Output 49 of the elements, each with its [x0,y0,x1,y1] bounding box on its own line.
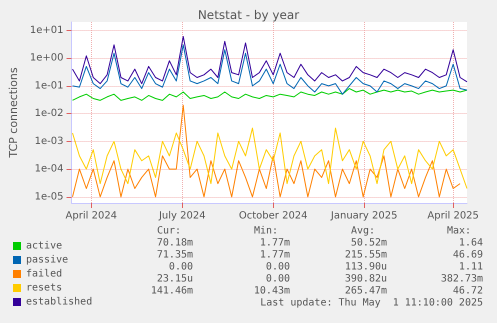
legend-label: passive [26,254,68,266]
y-axis-title: TCP connections [7,67,20,159]
x-tick-label: April 2025 [427,210,479,222]
text: 1.77m [260,238,290,248]
text: Last update: Thu May 1 11:10:00 2025 [260,298,484,308]
line-series [72,104,461,198]
line-series [72,36,468,84]
text: 0.00 [168,262,194,272]
text: 23.15u [156,274,193,284]
text: 215.55m [344,250,388,260]
x-tick-label: April 2024 [66,210,118,222]
y-tick-label: 1e-04 [34,164,64,175]
text: 0.00 [266,262,290,272]
text: 265.47m [344,286,388,296]
text: 50.52m [350,238,387,248]
y-tick-label: 1e-03 [34,136,64,147]
x-tick-label: October 2024 [238,210,308,222]
text: 1.77m [260,250,290,260]
text: 46.69 [452,250,484,260]
line-series [72,88,468,101]
text: 141.46m [150,286,194,296]
legend-label: failed [26,268,62,280]
line-series [72,44,468,95]
x-tick-label: January 2025 [330,210,398,222]
y-tick-label: 1e-05 [34,191,64,202]
text: 382.73m [440,274,484,284]
legend-label: established [26,296,92,308]
text: Cur: [157,226,182,236]
chart-title: Netstat - by year [198,8,300,22]
text: Avg: [351,226,376,236]
text: 1.11 [458,262,484,272]
legend-label: active [26,240,62,252]
text: 1.64 [458,238,484,248]
text: 0.00 [266,274,290,284]
y-tick-label: 1e+01 [30,24,64,36]
text: 71.35m [156,250,193,260]
y-tick-label: 1e-01 [34,80,64,92]
y-tick-label: 1e-02 [34,108,64,120]
text: 10.43m [254,286,290,296]
text: Max: [447,226,472,236]
legend-label: resets [26,282,62,294]
y-tick-label: 1e+00 [30,52,64,64]
x-tick-label: July 2024 [158,210,206,222]
text: 46.72 [452,286,484,296]
text: 113.90u [344,262,388,272]
text: 390.82u [344,274,388,284]
line-series [72,128,468,189]
text: Min: [254,226,278,236]
text: 70.18m [156,238,193,248]
